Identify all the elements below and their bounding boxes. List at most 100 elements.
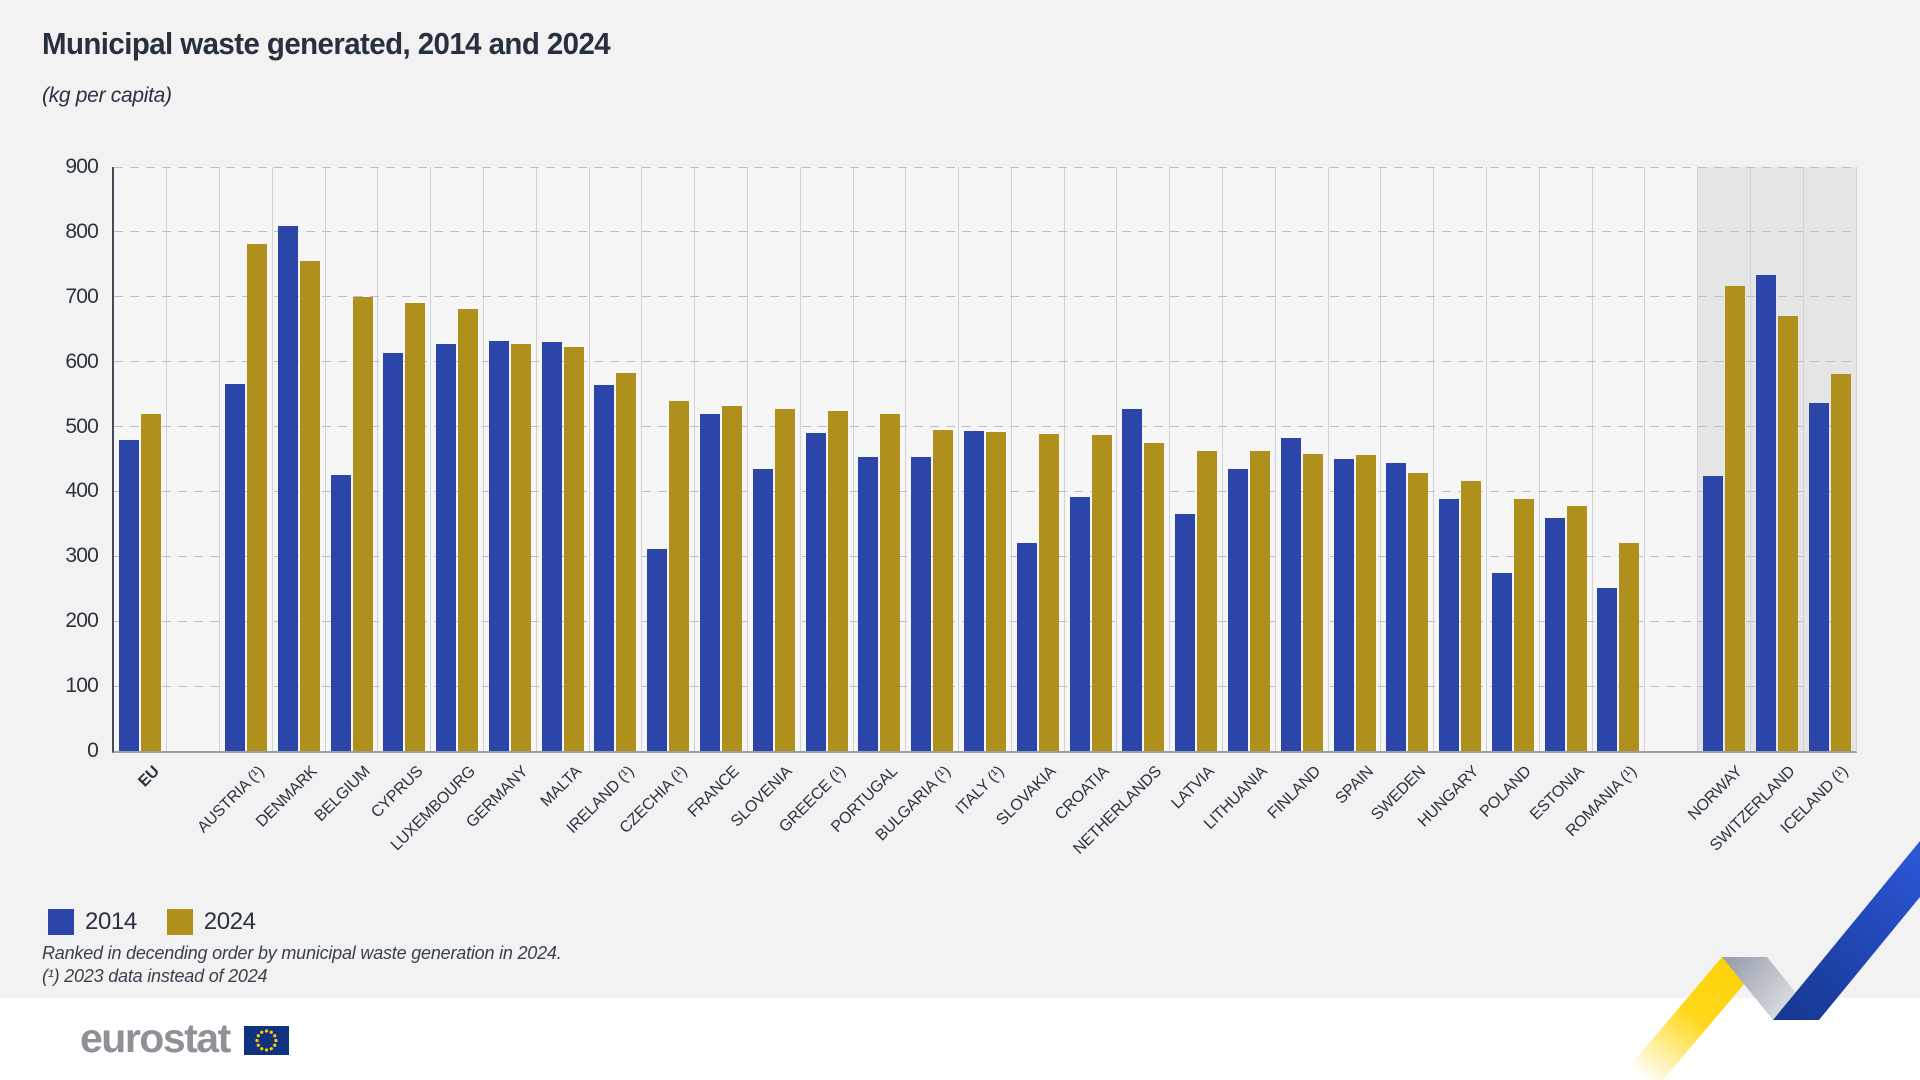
bar-2014-slovenia <box>752 469 773 751</box>
bar-2014-finland <box>1280 437 1301 751</box>
column-italy <box>959 167 1012 751</box>
column-hungary <box>1434 167 1487 751</box>
column-bulgaria <box>906 167 959 751</box>
column-gridline <box>746 167 748 751</box>
column-gridline <box>1644 167 1646 751</box>
column-gridline <box>641 167 643 751</box>
column-gridline <box>1749 167 1751 751</box>
bar-2024-latvia <box>1197 450 1218 751</box>
bar-2014-germany <box>488 340 509 751</box>
column-iceland <box>1803 167 1856 751</box>
eurostat-logo: eurostat <box>80 1018 289 1059</box>
column-czechia <box>642 167 695 751</box>
bar-2024-romania <box>1619 543 1640 751</box>
column-netherlands <box>1117 167 1170 751</box>
column-gridline <box>166 167 168 751</box>
bar-2024-estonia <box>1566 506 1587 751</box>
gridline-300 <box>114 555 1856 557</box>
gridline-200 <box>114 620 1856 622</box>
bar-2024-spain <box>1355 455 1376 751</box>
y-tick-700: 700 <box>65 284 98 308</box>
column-romania <box>1592 167 1645 751</box>
column-austria <box>220 167 273 751</box>
legend-label-2014: 2014 <box>85 908 137 935</box>
gridline-700 <box>114 296 1856 298</box>
bar-2024-portugal <box>880 413 901 751</box>
bar-2014-estonia <box>1544 518 1565 751</box>
bar-2014-italy <box>963 431 984 751</box>
bar-2024-sweden <box>1408 473 1429 751</box>
x-axis-labels: EU AUSTRIA (¹) DENMARK BELGIUM CYPRUS LUXEMBO… <box>112 751 1854 911</box>
column-gridline <box>1380 167 1382 751</box>
column-gridline <box>1063 167 1065 751</box>
column-norway <box>1698 167 1751 751</box>
bar-2014-malta <box>541 342 562 751</box>
column-switzerland <box>1750 167 1803 751</box>
column-belgium <box>325 167 378 751</box>
column-sweden <box>1381 167 1434 751</box>
bar-2024-denmark <box>299 261 320 751</box>
plot-area <box>112 166 1857 753</box>
legend: 2014 2024 <box>48 908 286 936</box>
column-slovakia <box>1011 167 1064 751</box>
bar-2024-finland <box>1302 453 1323 751</box>
column-gridline <box>694 167 696 751</box>
column-gridline <box>1433 167 1435 751</box>
column-gridline <box>1274 167 1276 751</box>
y-tick-200: 200 <box>65 609 98 633</box>
column-gridline <box>799 167 801 751</box>
efta-shaded-band <box>1697 167 1856 751</box>
column-gridline <box>377 167 379 751</box>
bar-2024-switzerland <box>1777 316 1798 751</box>
column-gridline <box>535 167 537 751</box>
eurostat-logo-text: eurostat <box>80 1015 231 1061</box>
column-gridline <box>588 167 590 751</box>
column-cyprus <box>378 167 431 751</box>
column-finland <box>1275 167 1328 751</box>
bar-2014-hungary <box>1439 499 1460 751</box>
bar-2014-switzerland <box>1755 274 1776 751</box>
column-poland <box>1486 167 1539 751</box>
y-tick-0: 0 <box>87 739 99 762</box>
column-gridline <box>430 167 432 751</box>
column-greece <box>800 167 853 751</box>
gridline-900 <box>114 166 1856 168</box>
bar-2014-denmark <box>277 226 298 751</box>
column-denmark <box>272 167 325 751</box>
column-malta <box>536 167 589 751</box>
bar-2024-poland <box>1513 498 1534 751</box>
column-spain <box>1328 167 1381 751</box>
column-latvia <box>1170 167 1223 751</box>
bar-2024-belgium <box>352 296 373 751</box>
bar-2014-bulgaria <box>911 457 932 751</box>
ribbon-yellow-stripe <box>1618 957 1767 1080</box>
bar-2014-latvia <box>1175 514 1196 751</box>
bar-2014-ireland <box>594 385 615 751</box>
bar-2024-austria <box>246 243 267 751</box>
column-gridline <box>324 167 326 751</box>
x-label-spain: SPAIN <box>1332 763 1377 808</box>
column-slovenia <box>747 167 800 751</box>
bar-2024-eu <box>141 413 162 751</box>
bar-2014-sweden <box>1386 462 1407 751</box>
bar-2014-greece <box>805 433 826 751</box>
gridline-500 <box>114 426 1856 428</box>
bar-2014-portugal <box>858 457 879 751</box>
bar-2024-greece <box>827 411 848 751</box>
bar-2024-netherlands <box>1144 442 1165 751</box>
gridline-100 <box>114 685 1856 687</box>
column-luxembourg <box>431 167 484 751</box>
column-gridline <box>1697 167 1699 751</box>
bar-2014-croatia <box>1069 496 1090 751</box>
legend-label-2024: 2024 <box>203 908 256 935</box>
column-gridline <box>1116 167 1118 751</box>
column-gridline <box>1538 167 1540 751</box>
bar-2014-lithuania <box>1227 469 1248 751</box>
bar-2014-netherlands <box>1122 409 1143 751</box>
column-gridline <box>1485 167 1487 751</box>
gridline-600 <box>114 361 1856 363</box>
ribbon-blue-stripe <box>1773 841 1920 1020</box>
y-tick-300: 300 <box>65 544 98 568</box>
bar-2024-croatia <box>1091 435 1112 751</box>
page-subtitle: (kg per capita) <box>42 84 172 107</box>
